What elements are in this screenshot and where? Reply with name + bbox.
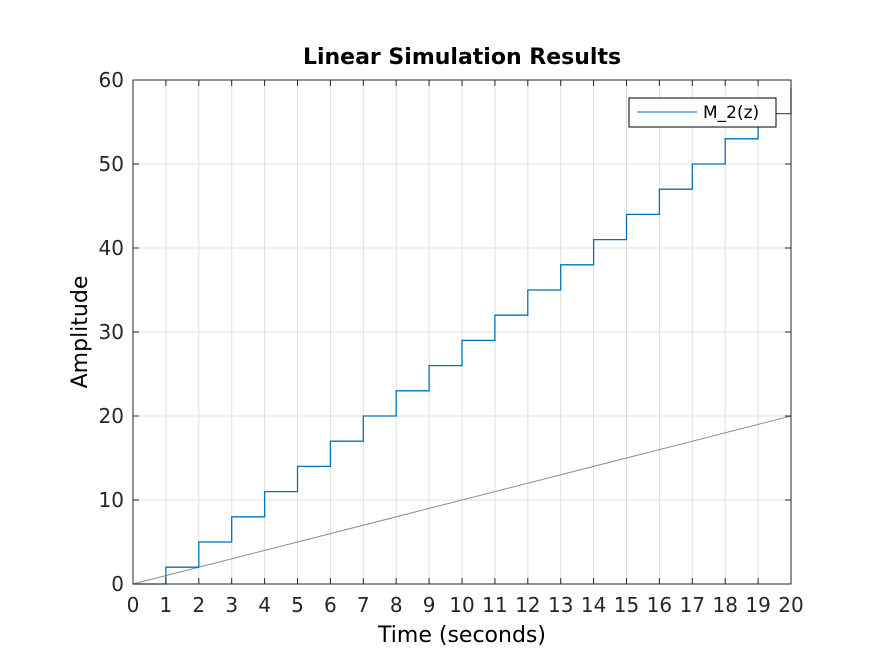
grid: [132, 79, 792, 585]
x-tick-label: 2: [192, 593, 205, 617]
y-tick-label: 60: [99, 68, 124, 92]
x-tick-label: 15: [614, 593, 639, 617]
series-layer: [132, 88, 792, 585]
y-tick-label: 50: [99, 152, 124, 176]
x-tick-label: 20: [778, 593, 803, 617]
x-tick-label: 14: [581, 593, 606, 617]
x-tick-label: 18: [712, 593, 737, 617]
x-tick-label: 16: [647, 593, 672, 617]
chart-title: Linear Simulation Results: [303, 45, 621, 70]
x-tick-label: 7: [357, 593, 370, 617]
x-tick-label: 1: [160, 593, 173, 617]
legend: M_2(z): [628, 97, 777, 128]
y-tick-label: 30: [99, 320, 124, 344]
x-tick-label: 17: [680, 593, 705, 617]
x-tick-label: 9: [423, 593, 436, 617]
series-line-reference: [132, 415, 792, 585]
y-tick-label: 40: [99, 236, 124, 260]
series-line-stairs: [133, 88, 792, 585]
x-tick-label: 3: [225, 593, 238, 617]
x-tick-label: 13: [548, 593, 573, 617]
x-tick-label: 19: [745, 593, 770, 617]
y-axis-label: Amplitude: [68, 276, 93, 389]
y-tick-label: 10: [99, 488, 124, 512]
x-tick-label: 0: [127, 593, 140, 617]
ticks: 0 1 2 3 4 5 6 7 8 9 10 11 12 13 14 15 16 17 18 19 2001020304…: [99, 68, 804, 617]
x-tick-label: 12: [515, 593, 540, 617]
x-axis-label: Time (seconds): [377, 623, 546, 648]
x-tick-label: 5: [291, 593, 304, 617]
legend-label: M_2(z): [703, 103, 759, 123]
y-tick-label: 20: [99, 404, 124, 428]
x-tick-label: 11: [482, 593, 507, 617]
x-tick-label: 8: [390, 593, 403, 617]
x-tick-label: 4: [258, 593, 271, 617]
x-tick-label: 10: [449, 593, 474, 617]
x-tick-label: 6: [324, 593, 337, 617]
y-tick-label: 0: [111, 572, 124, 596]
